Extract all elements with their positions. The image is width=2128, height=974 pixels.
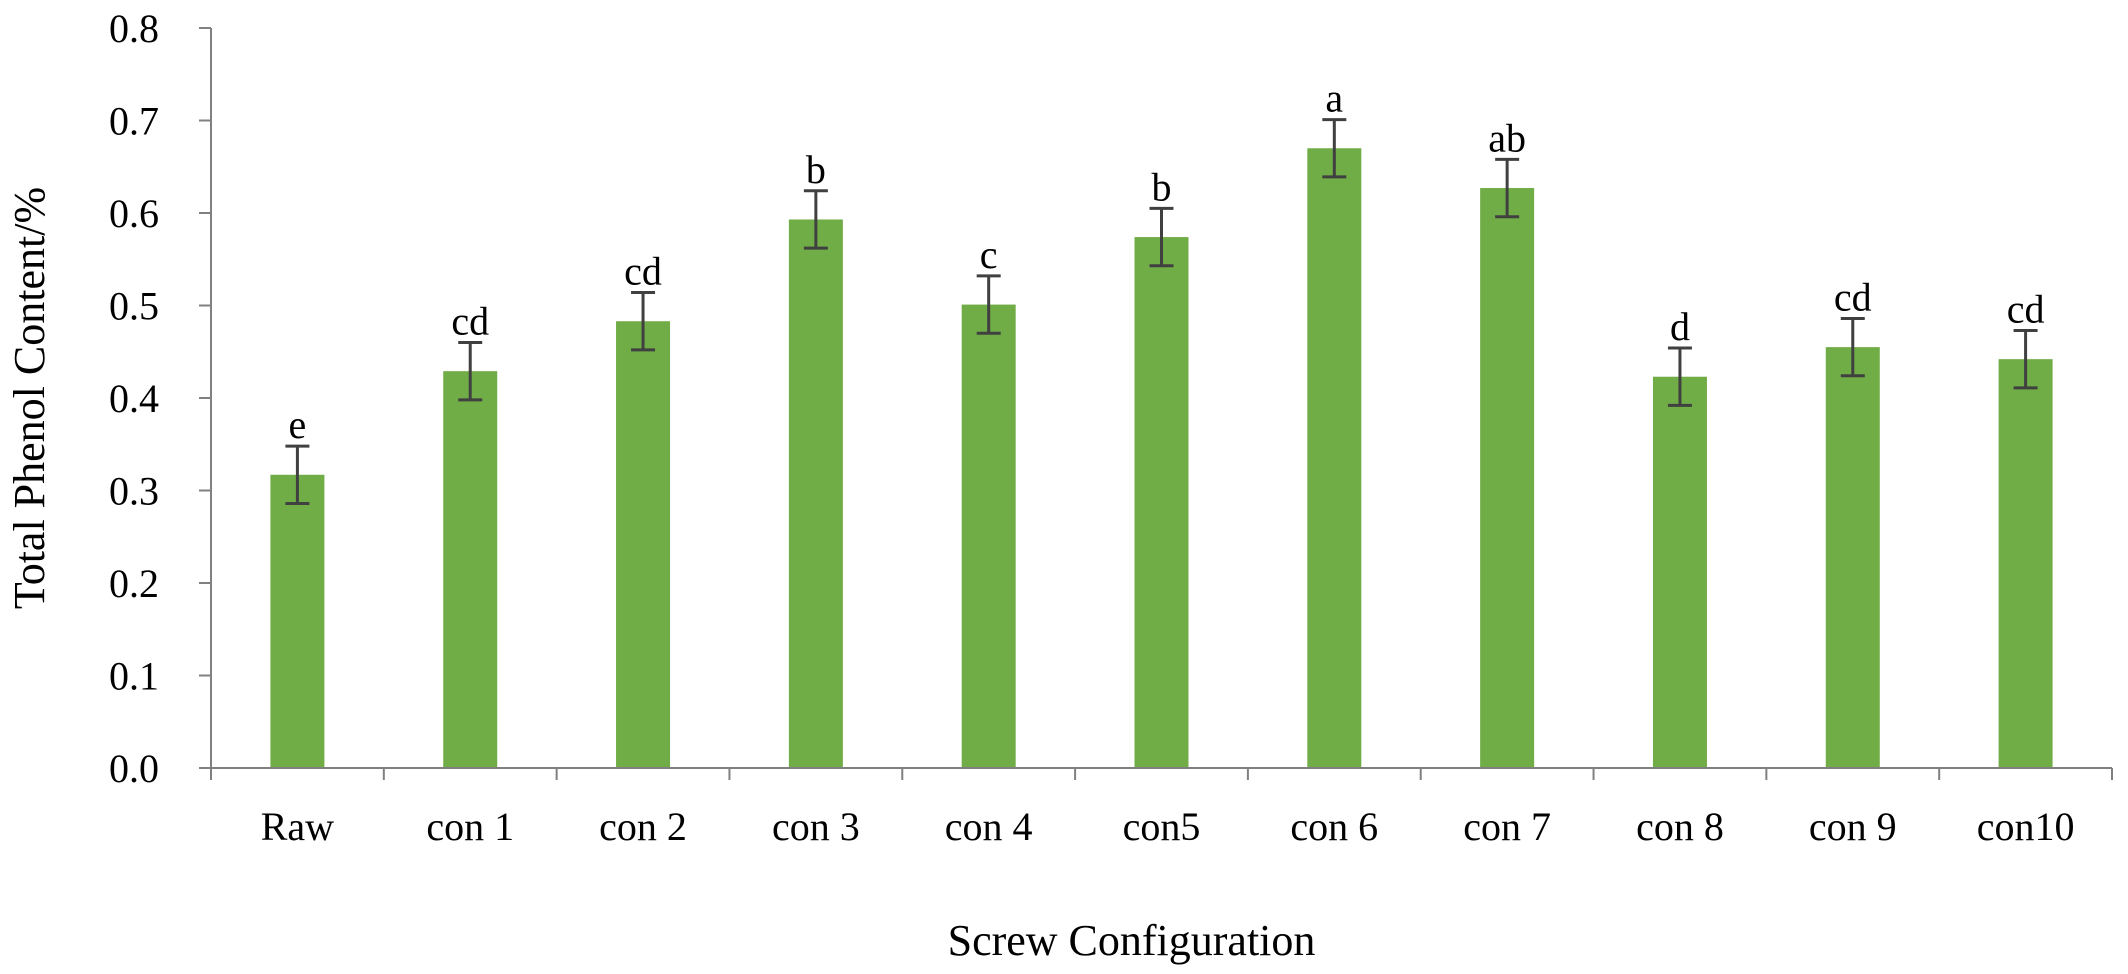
y-tick-label: 0.7	[109, 99, 159, 144]
bar	[1652, 376, 1707, 768]
x-tick-label: con 4	[945, 804, 1033, 849]
significance-label: cd	[2007, 286, 2045, 331]
bar	[443, 371, 498, 768]
y-tick-label: 0.0	[109, 746, 159, 791]
x-tick-label: con5	[1123, 804, 1201, 849]
bar	[1134, 237, 1189, 769]
significance-labels: e cd cd b c b a ab d cd cd	[289, 76, 2045, 448]
x-tick-label: Raw	[261, 804, 334, 849]
significance-label: cd	[1834, 274, 1872, 319]
significance-label: ab	[1488, 115, 1526, 160]
y-tick-label: 0.3	[109, 469, 159, 514]
bar	[616, 321, 671, 768]
significance-label: b	[1152, 164, 1172, 209]
y-tick-label: 0.1	[109, 654, 159, 699]
significance-label: d	[1670, 304, 1690, 349]
bar	[1480, 188, 1535, 768]
significance-label: cd	[451, 299, 489, 344]
x-tick-label: con 1	[426, 804, 514, 849]
bar	[788, 219, 843, 769]
significance-label: e	[289, 402, 307, 447]
y-tick-label: 0.8	[109, 6, 159, 51]
x-tick-label: con10	[1977, 804, 2075, 849]
significance-label: c	[980, 232, 998, 277]
bar	[1307, 148, 1362, 768]
error-bars	[285, 118, 2038, 505]
y-tick-label: 0.4	[109, 376, 159, 421]
x-tick-label: con 9	[1809, 804, 1897, 849]
y-tick-label: 0.5	[109, 284, 159, 329]
bar	[1825, 347, 1880, 768]
significance-label: cd	[624, 249, 662, 294]
x-tick-label: con 8	[1636, 804, 1724, 849]
x-axis-title: Screw Configuration	[948, 916, 1316, 965]
y-tick-label: 0.2	[109, 561, 159, 606]
x-tick-label: con 2	[599, 804, 687, 849]
bar	[270, 474, 325, 768]
x-tick-label: con 3	[772, 804, 860, 849]
y-tick-label: 0.6	[109, 191, 159, 236]
significance-label: a	[1325, 76, 1343, 121]
x-tick-label: con 6	[1290, 804, 1378, 849]
y-axis-title: Total Phenol Content/%	[5, 187, 54, 609]
x-tick-label: con 7	[1463, 804, 1551, 849]
bars	[270, 148, 2053, 769]
bar	[961, 304, 1016, 768]
y-axis-ticks: 0.0 0.1 0.2 0.3 0.4 0.5 0.6 0.7 0.8	[109, 6, 211, 791]
bar	[1998, 359, 2053, 768]
significance-label: b	[806, 147, 826, 192]
x-axis-ticks: Raw con 1 con 2 con 3 con 4 con5 con 6 con 7 con…	[210, 768, 2113, 849]
